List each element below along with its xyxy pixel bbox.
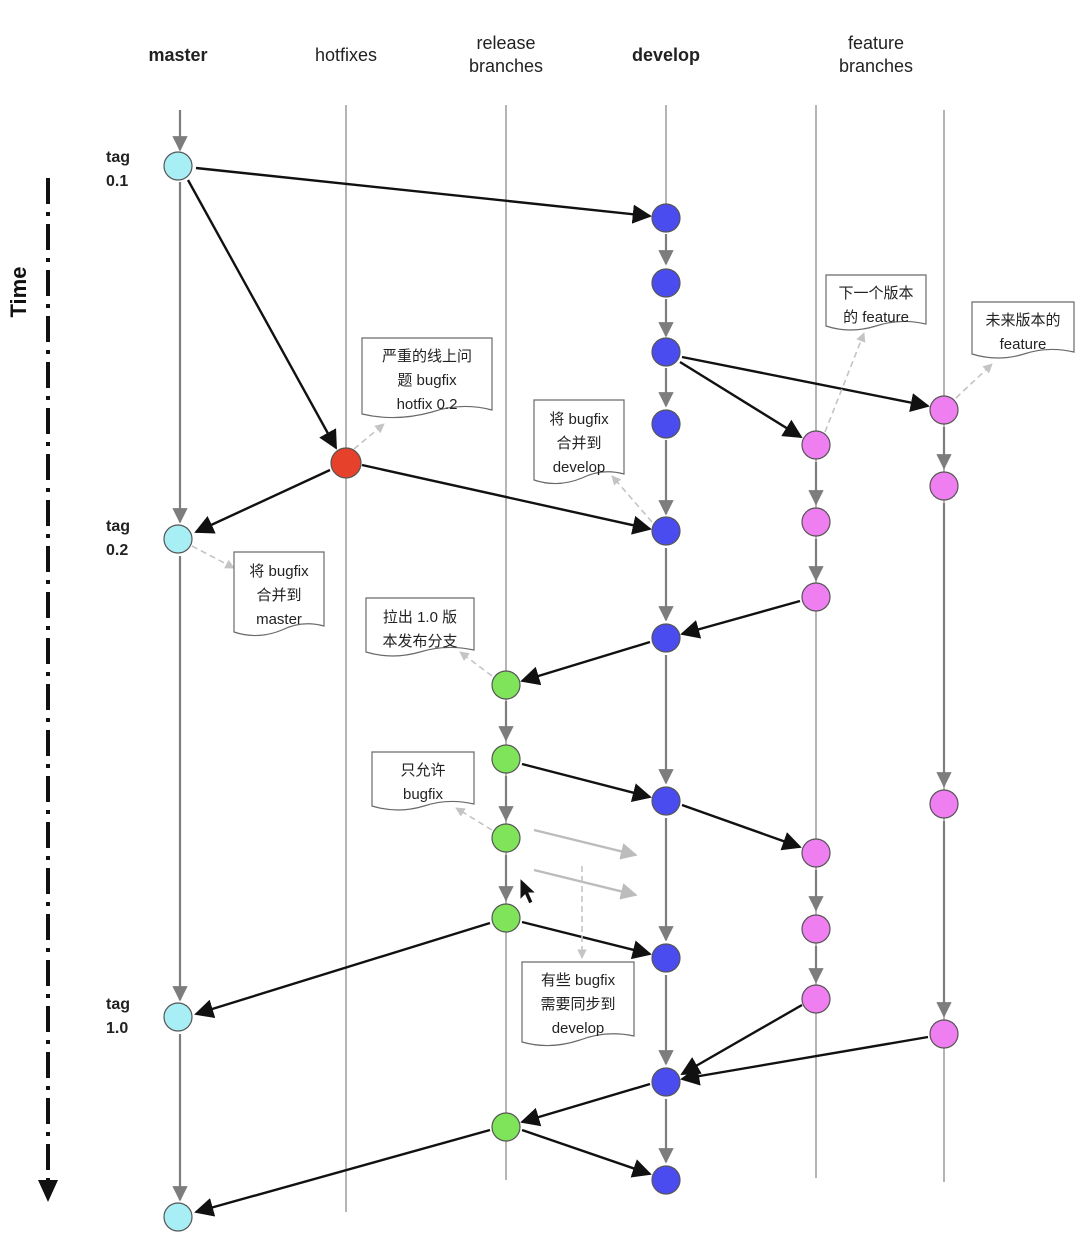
feature1-to-develop-arrow [680,599,801,639]
develop-to-feature1-arrow-2 [681,803,802,851]
feature1-node [801,838,831,868]
master-to-hotfix-arrow [186,179,338,450]
develop-node [651,337,681,367]
connector-merge-develop [611,475,653,523]
connector-pull-release [459,651,493,677]
hotfix-to-master-arrow [194,468,331,534]
time-arrowhead [38,1180,58,1202]
column-title-hotfixes: hotfixes [315,45,377,65]
note-sync-bugfix: 有些 bugfix 需要同步到 develop [521,961,635,1047]
commit-nodes [163,151,959,1232]
release-node [491,823,521,853]
develop-node [651,409,681,439]
column-title-feature: feature branches [839,33,913,76]
connector-hotfix-note [353,423,385,450]
release-to-master-arrow-2 [194,1128,491,1217]
column-titles: master hotfixes release branches develop … [148,33,913,76]
feature2-node [929,471,959,501]
release-node [491,1112,521,1142]
note-merge-bugfix-master: 将 bugfix 合并到 master [233,551,325,637]
develop-to-feature1-arrow [679,360,803,439]
sync-arrow-2 [533,868,638,900]
release-node [491,670,521,700]
svg-text:下一个版本的 feature: 下一个版本的 feature [838,285,913,326]
feature2-node [929,395,959,425]
note-only-bugfix: 只允许 bugfix [371,751,475,811]
connector-future-feature [955,363,993,399]
note-connectors [191,332,993,959]
column-title-master: master [148,45,207,65]
time-axis: Time [6,178,58,1202]
connector-next-feature [824,332,866,433]
feature-flow [808,427,952,1018]
feature1-to-develop-arrow-2 [680,1003,803,1076]
sync-arrow-1 [533,828,638,860]
note-merge-bugfix-develop: 将 bugfix 合并到 develop [533,399,625,485]
develop-to-release-arrow [520,640,651,686]
feature1-node [801,914,831,944]
develop-to-release-arrow-2 [520,1082,651,1127]
column-title-develop: develop [632,45,700,65]
column-title-release: release branches [469,33,543,76]
develop-to-feature2-arrow [681,355,930,413]
release-node [491,903,521,933]
tag-label-0-1: tag 0.1 [106,149,130,190]
svg-text:拉出 1.0 版本发布分支: 拉出 1.0 版本发布分支 [382,609,457,650]
connector-only-bugfix [455,807,493,831]
note-next-version-feature: 下一个版本的 feature [825,274,927,331]
note-future-version-feature: 未来版本的 feature [971,301,1075,359]
master-node-final [163,1202,193,1232]
release-to-develop-arrow-1 [521,762,652,802]
feature2-node [929,1019,959,1049]
notes: 下一个版本的 feature 未来版本的 feature 严重的线上问题 bugf… [233,274,1075,1047]
feature1-node [801,507,831,537]
feature1-node [801,984,831,1014]
lanes [345,105,945,1212]
connector-merge-master [191,545,235,569]
master-node-tag-1-0 [163,1002,193,1032]
note-severe-bugfix: 严重的线上问题 bugfix hotfix 0.2 [361,337,493,419]
tag-labels: tag 0.1 tag 0.2 tag 1.0 [106,149,130,1037]
master-node-tag-0-1 [163,151,193,181]
develop-node [651,943,681,973]
hotfix-to-develop-arrow [361,463,652,535]
release-node [491,744,521,774]
time-label: Time [6,267,31,318]
feature1-node [801,582,831,612]
develop-node [651,268,681,298]
master-node-tag-0-2 [163,524,193,554]
release-to-master-arrow [194,921,491,1019]
note-pull-release: 拉出 1.0 版本发布分支 [365,597,475,657]
feature2-node [929,789,959,819]
master-to-develop-arrow [195,166,652,224]
feature2-to-develop-arrow [680,1035,929,1086]
release-to-develop-arrow-3 [521,1128,652,1178]
tag-label-0-2: tag 0.2 [106,518,130,559]
develop-node [651,203,681,233]
develop-node [651,623,681,653]
feature1-node [801,430,831,460]
release-to-develop-arrow-2 [521,920,652,960]
develop-node [651,786,681,816]
develop-node [651,1165,681,1195]
mouse-cursor-icon [519,876,538,905]
develop-node [651,516,681,546]
hotfix-node [330,447,362,479]
branch-merges [186,166,930,1217]
sync-arrows [533,828,638,900]
tag-label-1-0: tag 1.0 [106,996,130,1037]
develop-node [651,1067,681,1097]
